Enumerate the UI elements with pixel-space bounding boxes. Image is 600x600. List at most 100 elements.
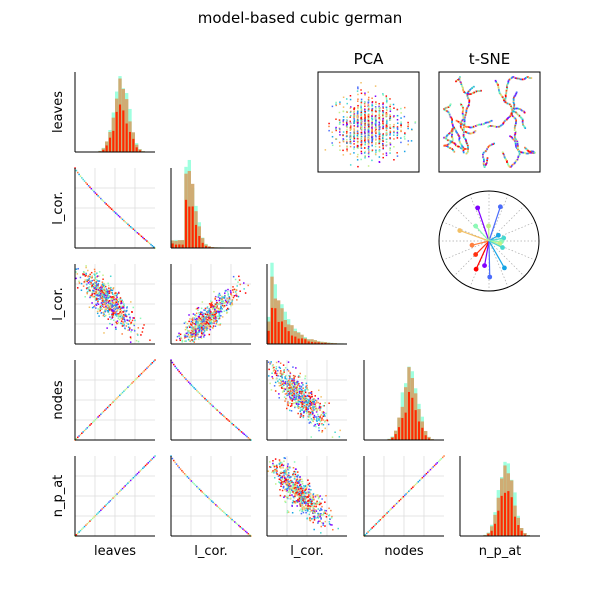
pca-point [353,108,355,110]
scatter-point [295,402,298,405]
pca-point [364,94,366,96]
tsne-point [502,97,504,99]
scatter-point [313,502,315,505]
scatter-point [186,322,189,325]
scatter-point [296,482,299,484]
pca-point [367,137,370,140]
scatter-point [217,315,219,317]
scatter-point [279,384,282,386]
tsne-point [534,151,536,154]
scatter-point [181,373,183,376]
pca-point [342,123,345,126]
scatter-point [190,320,193,323]
tsne-point [468,126,470,128]
pca-point [382,115,384,118]
pca-point [396,118,399,121]
scatter-point [124,328,126,330]
scatter-point [93,306,95,308]
scatter-point [286,385,288,387]
scatter-point [311,419,314,422]
scatter-point [190,326,193,329]
scatter-point [94,276,96,279]
pca-point [400,141,402,144]
tsne-point [506,84,508,87]
scatter-point [226,297,228,300]
hist-bar-front [401,417,404,440]
scatter-point [239,290,241,292]
pca-point [382,122,384,124]
scatter-point [222,300,224,302]
pca-point [360,129,363,131]
scatter-point [235,289,238,291]
pca-point [360,108,363,110]
pca-point [357,98,359,100]
scatter-point [115,303,118,306]
pca-point [400,121,402,123]
pca-point [385,154,388,157]
pca-point [396,152,398,154]
scatter-point [308,411,310,413]
scatter-point [228,301,231,303]
tsne-point [514,131,517,134]
scatter-point [387,510,390,513]
histogram-panel [363,360,444,441]
tsne-point [458,139,461,142]
scatter-point [205,495,208,497]
tsne-point [523,126,526,128]
scatter-point [324,520,327,523]
scatter-point [106,307,109,309]
scatter-point [116,320,119,322]
scatter-point [91,275,93,277]
tsne-point [512,116,515,118]
tsne-point [513,162,516,165]
tsne-point [452,127,455,130]
scatter-point [271,365,274,367]
scatter-point [207,316,210,319]
figure-title: model-based cubic german [198,9,403,27]
scatter-point [222,297,224,299]
scatter-point [290,476,292,478]
tsne-point [517,150,520,152]
tsne-point [451,123,454,126]
scatter-point [194,337,196,339]
pca-point [349,132,352,134]
scatter-point [109,308,111,310]
tsne-point [513,135,516,138]
pca-point [374,110,377,113]
scatter-point [228,297,231,299]
tsne-point [508,116,510,119]
scatter-point [318,407,321,409]
tsne-point [472,131,475,134]
pca-point [371,138,374,140]
tsne-point [450,147,452,150]
pca-point [371,115,373,117]
scatter-point [93,295,95,298]
scatter-point [292,483,295,486]
pca-point [375,141,377,144]
tsne-point [455,80,457,83]
scatter-point [313,414,316,417]
scatter-point [443,455,445,457]
scatter-point [299,484,301,487]
scatter-point [206,313,208,316]
pca-point [331,131,333,133]
pca-point [360,119,362,121]
scatter-point [148,364,151,367]
scatter-point [95,304,98,306]
scatter-point [301,405,303,408]
tsne-point [473,125,476,128]
pca-point [375,101,377,103]
scatter-point [294,491,297,494]
pca-point [375,103,377,105]
pca-point [353,120,355,123]
tsne-point [514,161,517,164]
scatter-point [143,466,145,468]
scatter-panel [266,360,347,441]
tsne-point [510,77,513,79]
tsne-point [502,98,505,100]
scatter-point [150,459,152,461]
scatter-point [215,319,217,322]
tsne-point [514,77,517,79]
scatter-point [323,511,326,513]
pca-point [360,143,362,146]
